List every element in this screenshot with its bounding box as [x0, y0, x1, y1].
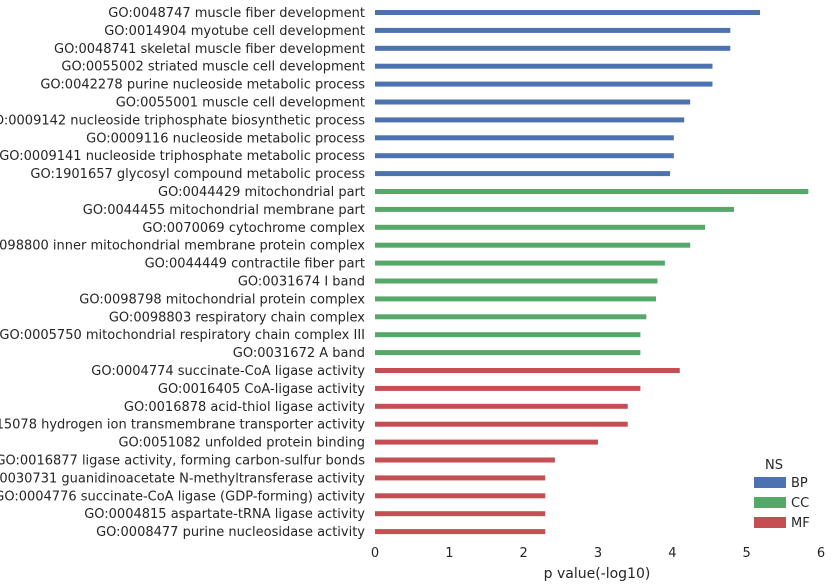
- bar-mf: [375, 439, 598, 445]
- bar-cc: [375, 206, 735, 212]
- bar-mf: [375, 475, 546, 481]
- category-label: GO:0098803 respiratory chain complex: [109, 310, 365, 325]
- category-label: GO:0030731 guanidinoacetate N-methyltran…: [0, 471, 365, 486]
- category-label: GO:0044429 mitochondrial part: [158, 185, 365, 200]
- category-label: GO:0031674 I band: [238, 275, 365, 290]
- bar-bp: [375, 99, 691, 105]
- legend-swatch-bp: [754, 477, 786, 488]
- bar-cc: [375, 332, 641, 338]
- bar-bp: [375, 63, 713, 69]
- legend-label-bp: BP: [791, 476, 808, 491]
- x-tick-label: 2: [520, 546, 528, 561]
- category-label: GO:0004774 succinate-CoA ligase activity: [91, 364, 365, 379]
- bar-cc: [375, 224, 706, 230]
- bar-cc: [375, 296, 656, 302]
- category-label: GO:0042278 purine nucleoside metabolic p…: [40, 78, 365, 93]
- bar-cc: [375, 278, 658, 284]
- category-label: GO:0008477 purine nucleosidase activity: [96, 525, 365, 540]
- category-labels: GO:0048747 muscle fiber development GO:00…: [0, 6, 365, 540]
- category-label: GO:0009141 nucleoside triphosphate metab…: [0, 149, 365, 164]
- category-label: GO:1901657 glycosyl compound metabolic p…: [30, 167, 365, 182]
- category-label: GO:0044455 mitochondrial membrane part: [83, 203, 365, 218]
- bar-cc: [375, 189, 809, 194]
- bar-bp: [375, 135, 674, 141]
- legend-label-cc: CC: [791, 496, 809, 511]
- category-label: GO:0016878 acid-thiol ligase activity: [124, 400, 365, 415]
- bar-mf: [375, 421, 628, 427]
- legend: NS BP CC MF: [754, 458, 810, 531]
- category-label: GO:0004815 aspartate-tRNA ligase activit…: [84, 507, 365, 522]
- bars-layer: [375, 10, 809, 535]
- bar-cc: [375, 314, 647, 320]
- bar-bp: [375, 27, 731, 33]
- bar-mf: [375, 403, 628, 409]
- x-axis-ticks: 0 1 2 3 4 5 6: [371, 546, 825, 561]
- category-label: GO:0048747 muscle fiber development: [108, 6, 365, 21]
- x-tick-label: 6: [817, 546, 825, 561]
- category-label: GO:0055001 muscle cell development: [116, 96, 365, 111]
- category-label: GO:0016877 ligase activity, forming carb…: [0, 454, 365, 469]
- category-label: GO:0005750 mitochondrial respiratory cha…: [0, 328, 365, 343]
- category-label: GO:0009142 nucleoside triphosphate biosy…: [0, 113, 365, 128]
- bar-bp: [375, 117, 685, 123]
- category-label: GO:0048741 skeletal muscle fiber develop…: [54, 42, 365, 57]
- bar-mf: [375, 493, 546, 499]
- bar-bp: [375, 10, 761, 15]
- legend-items: BP CC MF: [754, 476, 810, 531]
- bar-cc: [375, 260, 665, 266]
- x-axis-title: p value(-log10): [544, 566, 651, 582]
- category-label: GO:0098798 mitochondrial protein complex: [79, 292, 365, 307]
- x-tick-label: 4: [668, 546, 676, 561]
- bar-cc: [375, 242, 691, 248]
- legend-swatch-cc: [754, 497, 786, 508]
- legend-label-mf: MF: [791, 516, 810, 531]
- bar-mf: [375, 457, 555, 463]
- category-label: GO:0055002 striated muscle cell developm…: [61, 60, 365, 75]
- category-label: GO:0009116 nucleoside metabolic process: [86, 131, 365, 146]
- bar-mf: [375, 529, 546, 535]
- category-label: GO:0098800 inner mitochondrial membrane …: [0, 239, 365, 254]
- bar-cc: [375, 350, 641, 356]
- bar-bp: [375, 81, 713, 87]
- x-tick-label: 5: [743, 546, 751, 561]
- legend-swatch-mf: [754, 517, 786, 528]
- bar-bp: [375, 153, 674, 159]
- x-tick-label: 0: [371, 546, 379, 561]
- bar-bp: [375, 171, 671, 177]
- legend-title: NS: [765, 458, 783, 473]
- bar-mf: [375, 368, 680, 373]
- category-label: GO:0070069 cytochrome complex: [142, 221, 365, 236]
- category-label: GO:0051082 unfolded protein binding: [118, 436, 365, 451]
- bar-mf: [375, 511, 546, 517]
- x-tick-label: 3: [594, 546, 602, 561]
- category-label: GO:0044449 contractile fiber part: [145, 257, 365, 272]
- category-label: GO:0015078 hydrogen ion transmembrane tr…: [0, 418, 365, 433]
- category-label: GO:0004776 succinate-CoA ligase (GDP-for…: [0, 489, 365, 504]
- category-label: GO:0016405 CoA-ligase activity: [158, 382, 365, 397]
- bar-bp: [375, 45, 731, 51]
- x-tick-label: 1: [445, 546, 453, 561]
- category-label: GO:0014904 myotube cell development: [104, 24, 365, 39]
- bar-mf: [375, 385, 641, 391]
- category-label: GO:0031672 A band: [233, 346, 365, 361]
